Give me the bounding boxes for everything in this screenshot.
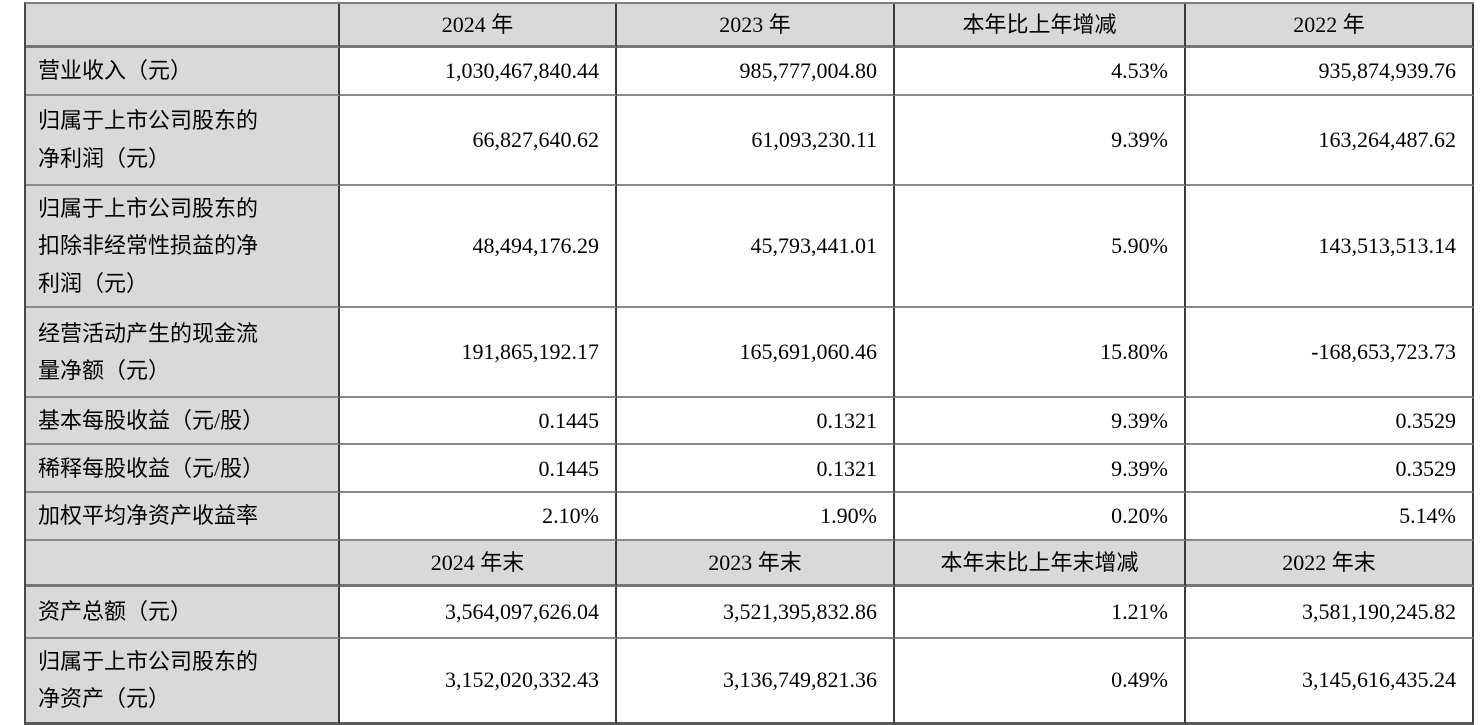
table-header-row-current: 2024 年 2023 年 本年比上年增减 2022 年 <box>26 4 1474 49</box>
row-label-cell: 经营活动产生的现金流 量净额（元） <box>26 307 340 398</box>
row-label-cell: 营业收入（元） <box>26 48 340 96</box>
header-cell-2022-end: 2022 年末 <box>1186 540 1474 587</box>
value-cell-change: 0.49% <box>895 638 1186 725</box>
value-cell-2023: 3,521,395,832.86 <box>617 586 895 639</box>
row-label-cell: 归属于上市公司股东的 净利润（元） <box>26 95 340 186</box>
table-row-operating-cash-flow: 经营活动产生的现金流 量净额（元） 191,865,192.17 165,691… <box>26 307 1474 398</box>
value-cell-2023: 1.90% <box>617 493 895 541</box>
value-cell-2024: 3,564,097,626.04 <box>340 586 617 639</box>
table-header-row-year-end: 2024 年末 2023 年末 本年末比上年末增减 2022 年末 <box>26 540 1474 587</box>
table-row-total-assets: 资产总额（元） 3,564,097,626.04 3,521,395,832.8… <box>26 586 1474 639</box>
value-cell-change: 0.20% <box>895 493 1186 541</box>
row-label-cell: 归属于上市公司股东的 净资产（元） <box>26 638 340 725</box>
value-cell-2024: 2.10% <box>340 493 617 541</box>
value-cell-2024: 48,494,176.29 <box>340 185 617 308</box>
financial-summary-table: 2024 年 2023 年 本年比上年增减 2022 年 营业收入（元） 1,0… <box>24 2 1474 725</box>
value-cell-change: 5.90% <box>895 185 1186 308</box>
header-cell-2024: 2024 年 <box>340 4 617 49</box>
value-cell-2022: 143,513,513.14 <box>1186 185 1474 308</box>
header-cell-year-end-change: 本年末比上年末增减 <box>895 540 1186 587</box>
value-cell-2023: 0.1321 <box>617 445 895 494</box>
row-label-cell: 基本每股收益（元/股） <box>26 397 340 446</box>
value-cell-2023: 985,777,004.80 <box>617 48 895 96</box>
value-cell-2022: 5.14% <box>1186 493 1474 541</box>
header-cell-2024-end: 2024 年末 <box>340 540 617 587</box>
value-cell-change: 9.39% <box>895 95 1186 186</box>
table-row-net-profit-after-nonrecurring: 归属于上市公司股东的 扣除非经常性损益的净 利润（元） 48,494,176.2… <box>26 185 1474 308</box>
table-row-weighted-avg-roe: 加权平均净资产收益率 2.10% 1.90% 0.20% 5.14% <box>26 493 1474 541</box>
header-cell-2022: 2022 年 <box>1186 4 1474 49</box>
value-cell-2022: -168,653,723.73 <box>1186 307 1474 398</box>
table-row-net-profit: 归属于上市公司股东的 净利润（元） 66,827,640.62 61,093,2… <box>26 95 1474 186</box>
value-cell-2023: 0.1321 <box>617 397 895 446</box>
value-cell-2024: 66,827,640.62 <box>340 95 617 186</box>
value-cell-2023: 61,093,230.11 <box>617 95 895 186</box>
value-cell-2024: 191,865,192.17 <box>340 307 617 398</box>
value-cell-change: 1.21% <box>895 586 1186 639</box>
header-cell-blank <box>26 540 340 587</box>
value-cell-2022: 935,874,939.76 <box>1186 48 1474 96</box>
value-cell-change: 9.39% <box>895 445 1186 494</box>
value-cell-2022: 163,264,487.62 <box>1186 95 1474 186</box>
row-label-cell: 稀释每股收益（元/股） <box>26 445 340 494</box>
header-cell-2023: 2023 年 <box>617 4 895 49</box>
table-row-diluted-eps: 稀释每股收益（元/股） 0.1445 0.1321 9.39% 0.3529 <box>26 445 1474 494</box>
value-cell-2023: 165,691,060.46 <box>617 307 895 398</box>
row-label-cell: 资产总额（元） <box>26 586 340 639</box>
table-row-basic-eps: 基本每股收益（元/股） 0.1445 0.1321 9.39% 0.3529 <box>26 397 1474 446</box>
value-cell-2024: 3,152,020,332.43 <box>340 638 617 725</box>
header-cell-2023-end: 2023 年末 <box>617 540 895 587</box>
value-cell-2024: 1,030,467,840.44 <box>340 48 617 96</box>
value-cell-2024: 0.1445 <box>340 445 617 494</box>
value-cell-2023: 45,793,441.01 <box>617 185 895 308</box>
value-cell-2024: 0.1445 <box>340 397 617 446</box>
table-row-revenue: 营业收入（元） 1,030,467,840.44 985,777,004.80 … <box>26 48 1474 96</box>
value-cell-change: 9.39% <box>895 397 1186 446</box>
value-cell-2022: 3,581,190,245.82 <box>1186 586 1474 639</box>
value-cell-2022: 0.3529 <box>1186 397 1474 446</box>
table-row-net-assets: 归属于上市公司股东的 净资产（元） 3,152,020,332.43 3,136… <box>26 638 1474 725</box>
value-cell-2022: 3,145,616,435.24 <box>1186 638 1474 725</box>
value-cell-change: 4.53% <box>895 48 1186 96</box>
row-label-cell: 归属于上市公司股东的 扣除非经常性损益的净 利润（元） <box>26 185 340 308</box>
value-cell-2022: 0.3529 <box>1186 445 1474 494</box>
value-cell-2023: 3,136,749,821.36 <box>617 638 895 725</box>
row-label-cell: 加权平均净资产收益率 <box>26 493 340 541</box>
header-cell-blank <box>26 4 340 49</box>
header-cell-yoy-change: 本年比上年增减 <box>895 4 1186 49</box>
value-cell-change: 15.80% <box>895 307 1186 398</box>
